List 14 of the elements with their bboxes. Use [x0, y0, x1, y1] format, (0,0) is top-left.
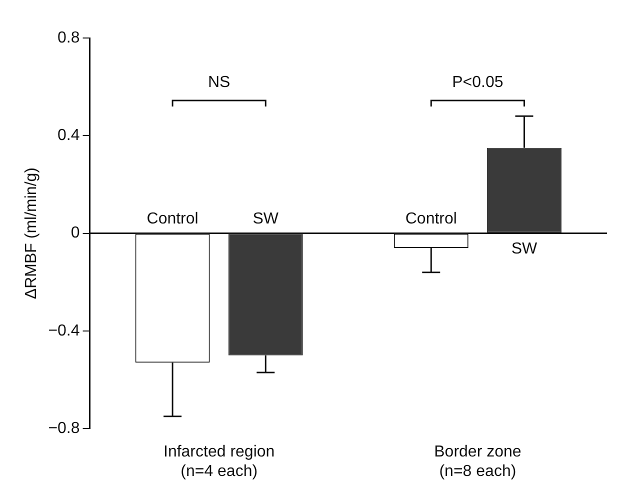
series-label: Control	[146, 210, 198, 228]
series-label: SW	[252, 210, 280, 228]
annotation: P<0.05	[452, 74, 504, 91]
text: SW	[511, 240, 538, 258]
text: Control	[405, 210, 457, 228]
y-tick-label: 0.4	[58, 127, 80, 144]
y-tick-label: −0.4	[48, 322, 80, 340]
annotation: NS	[208, 74, 230, 91]
y-tick-label: 0.8	[58, 29, 80, 46]
y-tick-label: 0	[70, 224, 80, 242]
y-tick-label: −0.8	[48, 420, 80, 438]
x-tick-label: Infarcted region (n=4 each)	[163, 444, 275, 480]
x-tick-label: Border zone (n=8 each)	[434, 444, 522, 480]
y-axis-title: ΔRMBF (ml/min/g)	[23, 168, 40, 300]
